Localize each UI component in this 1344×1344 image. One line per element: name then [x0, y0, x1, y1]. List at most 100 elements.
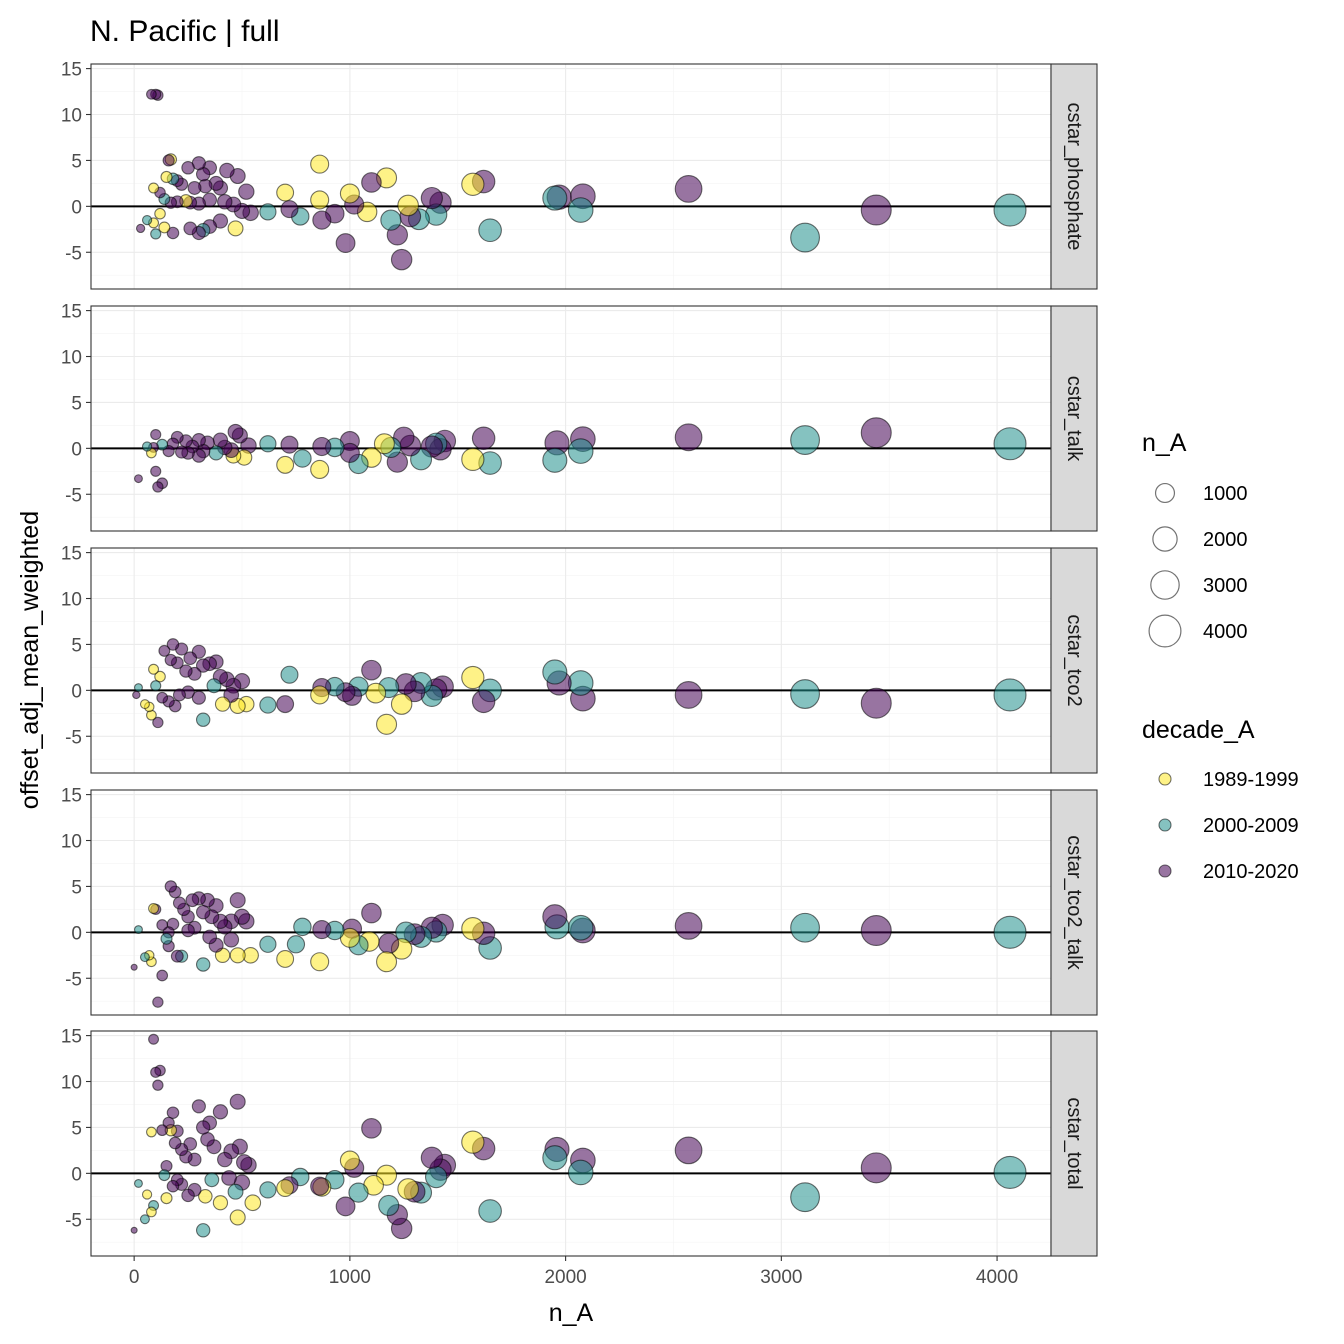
y-tick-label: 5: [71, 877, 82, 898]
y-tick-label: 15: [61, 786, 82, 807]
data-point: [461, 917, 485, 941]
data-point: [567, 1159, 594, 1186]
data-point: [310, 1176, 330, 1196]
y-tick-label: 15: [61, 302, 82, 323]
y-tick-label: 5: [71, 393, 82, 414]
panel-background: [91, 790, 1051, 1015]
data-point: [542, 1145, 568, 1171]
data-point: [217, 194, 233, 210]
y-tick-label: 0: [71, 681, 82, 702]
data-point: [170, 949, 184, 963]
data-point: [478, 218, 502, 243]
data-point: [420, 186, 443, 210]
data-point: [310, 952, 330, 972]
size-legend-key: [1154, 482, 1176, 504]
data-point: [133, 683, 143, 693]
data-point: [293, 917, 312, 937]
data-point: [202, 929, 218, 945]
data-point: [461, 172, 485, 196]
data-point: [139, 952, 150, 963]
data-point: [259, 435, 277, 453]
data-point: [674, 1136, 703, 1165]
data-point: [146, 88, 157, 100]
data-point: [542, 904, 568, 930]
data-point: [227, 423, 244, 440]
data-point: [195, 712, 211, 727]
data-point: [156, 1124, 169, 1137]
y-tick-label: 5: [71, 1118, 82, 1139]
data-point: [471, 426, 496, 451]
y-tick-label: -5: [65, 243, 82, 264]
x-axis-title: n_A: [549, 1299, 594, 1327]
data-point: [373, 433, 395, 455]
y-tick-label: -5: [65, 727, 82, 748]
facet-panel: -5 0 5 10 15 cstar_phosphate: [61, 60, 1098, 290]
x-tick-label: 2000: [544, 1267, 586, 1288]
data-point: [993, 193, 1027, 227]
data-point: [162, 154, 175, 167]
data-point: [310, 154, 330, 174]
facet-strip: [1050, 305, 1098, 532]
size-legend-key: [1152, 526, 1178, 552]
color-legend-label: 2000-2009: [1203, 815, 1299, 837]
data-point: [790, 425, 820, 456]
data-point: [166, 1179, 180, 1193]
data-point: [335, 1196, 356, 1217]
data-point: [191, 1099, 206, 1114]
facet-panel: -5 0 5 10 15 cstar_talk: [61, 302, 1098, 532]
data-point: [276, 695, 295, 714]
data-point: [135, 223, 146, 234]
data-point: [276, 950, 295, 968]
facet-panel: -5 0 5 10 15 cstar_tco2_talk: [61, 786, 1098, 1016]
data-point: [223, 931, 240, 948]
panel-background: [91, 1031, 1051, 1256]
data-point: [160, 1192, 173, 1205]
data-point: [461, 1130, 485, 1154]
data-point: [183, 651, 198, 666]
data-point: [674, 423, 703, 452]
data-point: [219, 162, 235, 179]
data-point: [206, 678, 222, 694]
panel-background: [91, 548, 1051, 773]
size-legend-key: [1148, 614, 1182, 648]
y-tick-label: 0: [71, 197, 82, 218]
data-point: [150, 428, 162, 441]
data-point: [378, 932, 400, 954]
color-legend-label: 2010-2020: [1203, 861, 1299, 883]
data-point: [310, 685, 330, 705]
data-point: [420, 1146, 443, 1169]
data-point: [424, 1165, 448, 1189]
facet-strip-label: cstar_phosphate: [1063, 103, 1085, 251]
data-point: [280, 435, 299, 454]
data-point: [567, 914, 594, 941]
data-point: [380, 209, 402, 231]
data-point: [365, 682, 387, 704]
data-point: [156, 691, 169, 704]
y-tick-label: 0: [71, 923, 82, 944]
y-tick-label: 5: [71, 151, 82, 172]
data-point: [130, 963, 138, 971]
data-point: [312, 210, 332, 230]
data-point: [790, 912, 820, 943]
data-point: [221, 1170, 237, 1186]
data-point: [390, 693, 413, 715]
data-point: [183, 221, 198, 236]
data-point: [166, 638, 180, 651]
size-legend-label: 1000: [1203, 483, 1248, 505]
data-point: [993, 678, 1027, 712]
data-point: [158, 644, 171, 657]
data-point: [141, 1189, 153, 1200]
y-axis-title: offset_adj_mean_weighted: [16, 511, 44, 809]
size-legend-label: 4000: [1203, 621, 1248, 643]
data-point: [312, 920, 332, 940]
data-point: [790, 1182, 820, 1213]
legend: n_A 1000 2000 3000 4000 decade_A 1989-1999 2…: [1142, 429, 1299, 883]
data-point: [229, 892, 246, 909]
data-point: [567, 438, 594, 464]
data-point: [236, 1154, 253, 1171]
data-point: [276, 455, 295, 474]
data-point: [790, 679, 820, 709]
data-point: [259, 1181, 277, 1199]
data-point: [376, 713, 398, 735]
